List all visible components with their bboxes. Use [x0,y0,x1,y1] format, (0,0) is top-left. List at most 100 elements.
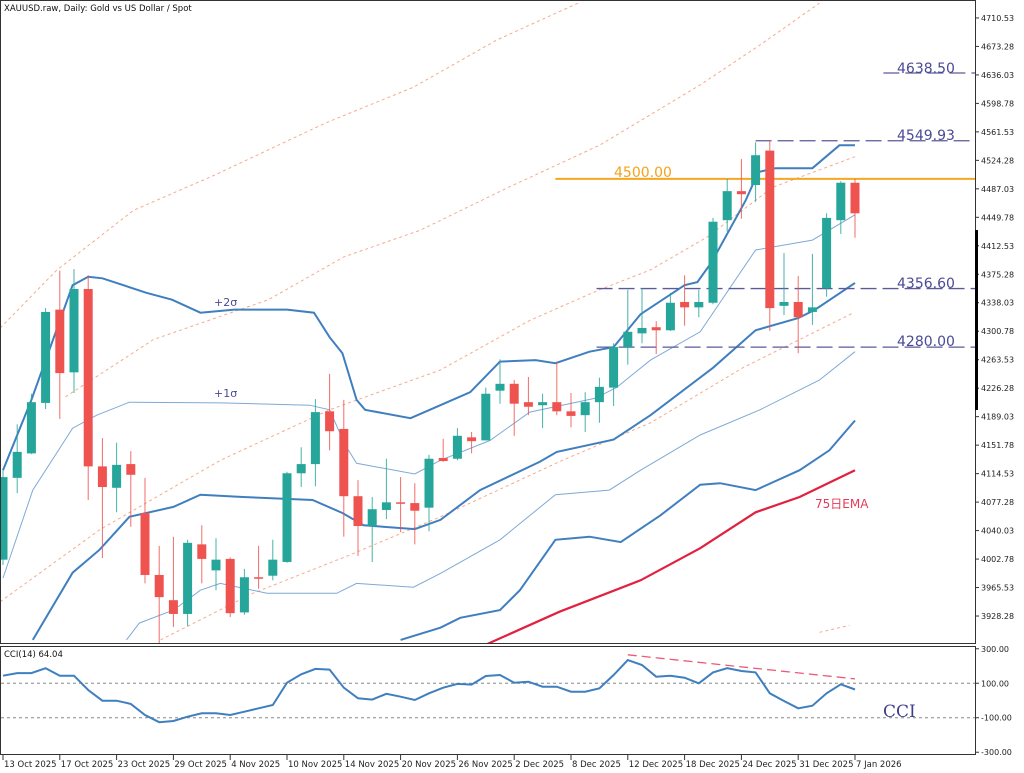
candle [396,477,406,533]
candle [26,393,36,455]
main-pane[interactable] [0,0,976,644]
main-plot [1,2,975,643]
bullish-candle-body [580,402,590,416]
bullish-candle-body [310,412,320,465]
channel-2-line [65,2,820,398]
chart-title: XAUUSD.raw, Daily: Gold vs US Dollar / S… [4,4,192,14]
cci-pane[interactable] [0,646,976,755]
candle [310,399,320,487]
bearish-candle-body [523,402,533,407]
channel-lines [1,2,856,641]
bullish-candle-body [538,402,548,406]
bullish-candle-body [779,302,789,306]
candle [594,377,604,423]
price-tick-label: 4598.78 [981,99,1014,108]
bullish-candle-body [637,327,647,334]
time-tick-label: 4 Nov 2025 [231,760,280,770]
bullish-candle-body [41,311,51,403]
candle [83,275,93,501]
bearish-candle-body [793,302,803,318]
bearish-candle-body [566,411,576,416]
bearish-candle-body [126,464,136,475]
level-label-4638: 4638.50 [897,61,955,77]
time-tick-label: 14 Nov 2025 [345,760,399,770]
candle [680,275,690,326]
time-tick-label: 2 Dec 2025 [515,760,564,770]
bullish-candle-body [836,182,846,221]
candle [339,399,349,537]
bearish-candle-body [353,496,363,527]
candle [467,431,477,454]
candle [282,471,292,563]
candle [381,458,391,520]
level-label-4280: 4280.00 [897,334,955,350]
candle [509,379,519,436]
candle [623,289,633,365]
bullish-candle-body [623,331,633,348]
time-tick-label: 10 Nov 2025 [288,760,342,770]
cci-line [2,658,856,724]
price-tick-label: 4449.78 [981,213,1014,222]
cci-divergence-line [627,654,856,680]
price-tick-label: 4114.53 [981,470,1014,479]
candle [452,428,462,461]
cci-tick-label: -100.00 [981,714,1012,723]
cci-plot [1,654,975,724]
bullish-candle-body [594,386,604,403]
candle [197,525,207,584]
bearish-candle-body [509,383,519,404]
candle [665,292,675,332]
bullish-candle-body [609,347,619,388]
candle [651,321,661,354]
candle [140,477,150,584]
bb-minus1sigma-line [126,351,856,641]
price-tick-label: 4002.78 [981,555,1014,564]
price-axis-marker [975,230,978,410]
candle [850,178,860,238]
price-tick-label: 4636.03 [981,71,1014,80]
bullish-candle-body [807,307,817,312]
time-tick-label: 20 Nov 2025 [402,760,456,770]
time-axis[interactable]: 13 Oct 2025 17 Oct 2025 23 Oct 2025 29 Oct … [2,755,902,770]
level-label-4549: 4549.93 [897,128,955,144]
channel-5-line [819,624,850,633]
time-tick-label: 7 Jan 2026 [856,760,902,770]
time-tick-label: 24 Dec 2025 [742,760,796,770]
bb-plus2sigma-line [2,144,855,471]
price-tick-label: 4300.78 [981,327,1014,336]
time-tick-label: 17 Oct 2025 [61,760,114,770]
level-label-4356: 4356.60 [897,276,955,292]
cci-axis[interactable]: 300.00 100.00 -100.00 -300.00 [975,645,1012,757]
bearish-candle-body [140,513,150,575]
candle [822,213,832,297]
candle [112,442,122,513]
bullish-candle-body [665,302,675,331]
candle [779,253,789,316]
bullish-candle-body [211,559,221,571]
candle [410,483,420,545]
bullish-candle-body [12,451,22,478]
time-tick-label: 26 Nov 2025 [458,760,512,770]
price-tick-label: 3928.28 [981,612,1014,621]
time-tick-label: 12 Dec 2025 [629,760,683,770]
candle [538,393,548,429]
price-axis[interactable]: 4710.53 4673.28 4636.03 4598.78 4561.53 4524.… [975,14,1014,621]
plus1sigma-label: +1σ [214,387,237,400]
candle [55,270,65,419]
bullish-candle-body [282,473,292,562]
bullish-candle-body [69,289,79,373]
candle [495,359,505,404]
bearish-candle-body [168,600,178,614]
bearish-candle-body [438,457,448,462]
bb-middle-line [31,282,856,641]
bearish-candle-body [736,191,746,195]
candle [751,142,761,202]
bearish-candle-body [254,577,264,579]
candle [41,308,51,410]
candle [69,269,79,393]
bearish-candle-body [410,503,420,511]
candle [580,392,590,432]
horizontal-levels [555,72,975,348]
bullish-candle-body [239,577,249,613]
